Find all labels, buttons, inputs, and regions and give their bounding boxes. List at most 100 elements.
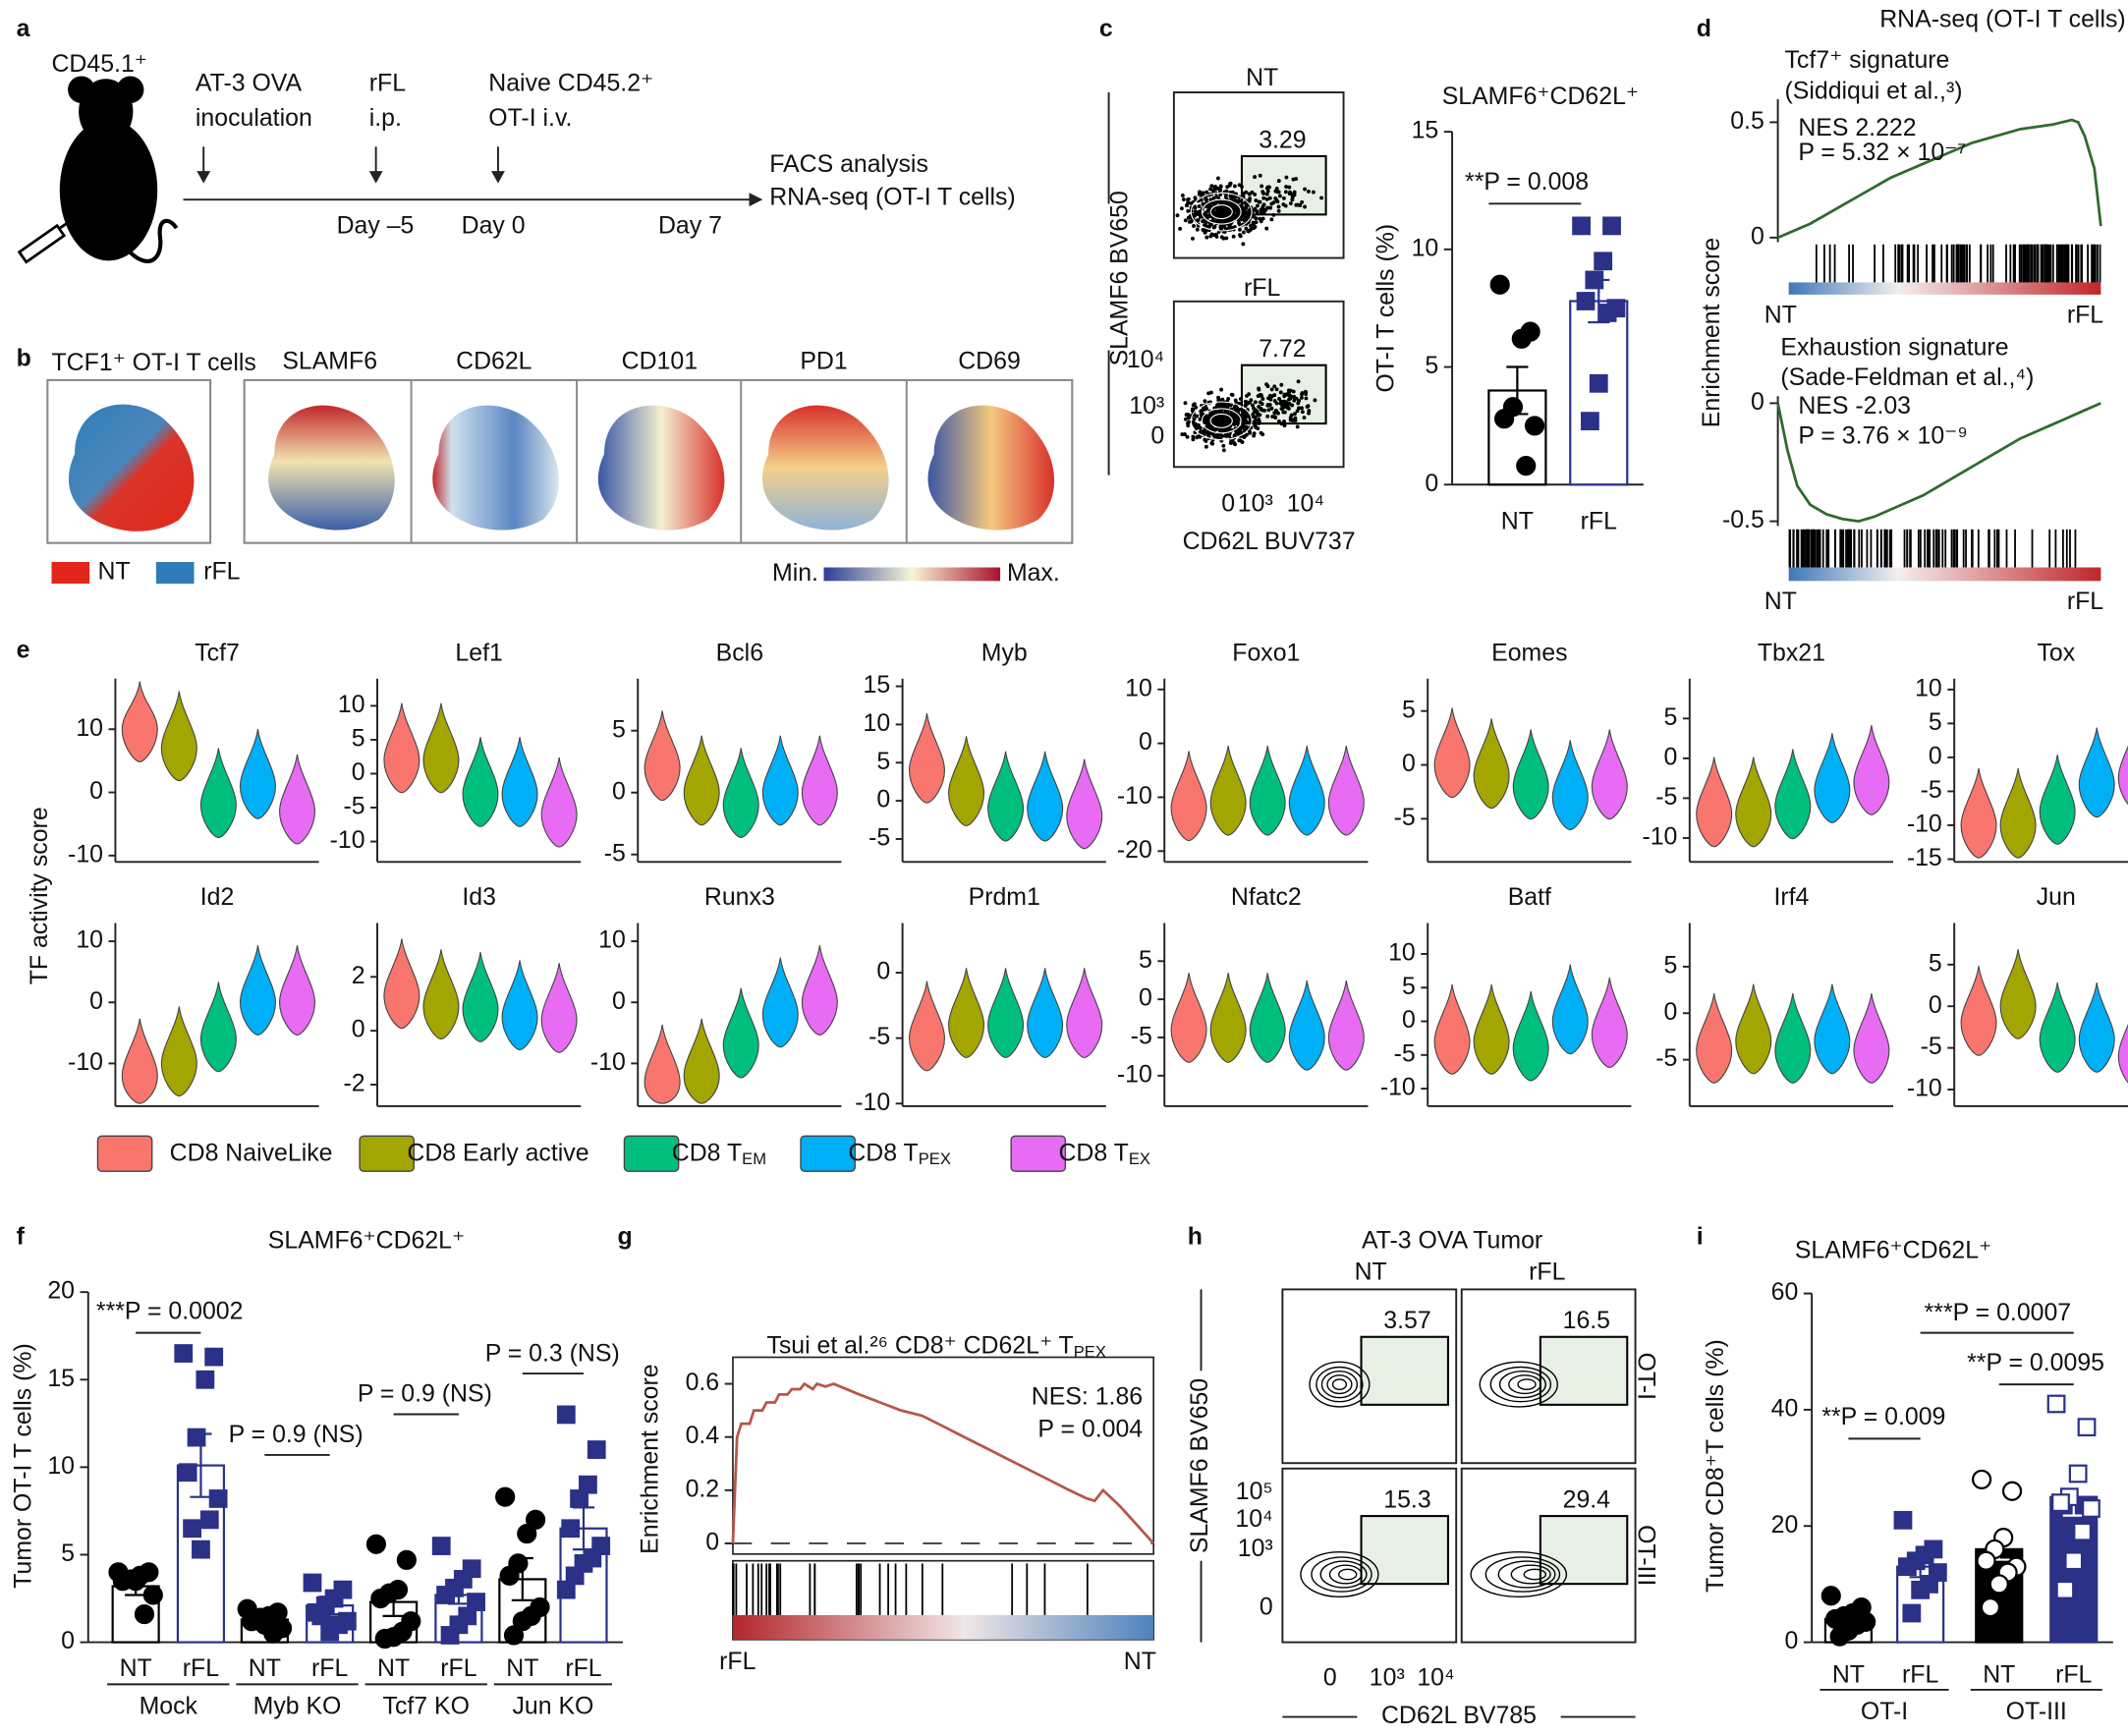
event-dot (1243, 418, 1248, 422)
y-tick-label: 0 (1929, 991, 1942, 1019)
legend-label-sub: PEX (919, 1150, 951, 1169)
rank-gradient (1788, 282, 2101, 295)
y-tick-label: 0 (1425, 470, 1438, 497)
y-tick-label: -15 (1907, 844, 1942, 871)
event-dot (1221, 211, 1226, 216)
panel-label: f (17, 1222, 26, 1250)
event-dot (1260, 402, 1264, 407)
contour (1311, 1556, 1372, 1593)
event-dot (1253, 415, 1258, 420)
event-dot (1279, 421, 1284, 426)
y-tick-label: 0 (1139, 728, 1152, 756)
event-dot (1225, 185, 1230, 190)
y-tick-label: -5 (1921, 776, 1942, 804)
panel-title: Id3 (462, 883, 496, 911)
data-point (561, 1519, 581, 1539)
legend-label-main: CD8 T (1058, 1139, 1128, 1166)
x-tick-label: NT (506, 1654, 538, 1682)
event-dot (1265, 185, 1270, 190)
data-point (1516, 456, 1537, 476)
event-dot (1271, 212, 1276, 217)
violin (1288, 745, 1325, 836)
panel-title: Tox (2037, 639, 2075, 666)
event-dot (1212, 224, 1217, 229)
violin (1066, 758, 1103, 850)
significance-label: **P = 0.009 (1821, 1403, 1945, 1430)
y-tick-label: 0 (612, 987, 626, 1015)
event-dot (1202, 407, 1206, 412)
data-point (1585, 270, 1604, 290)
y-tick-label: 5 (352, 725, 365, 753)
event-dot (1260, 205, 1265, 210)
panel-title: Myb (981, 639, 1028, 666)
event-dot (1209, 410, 1214, 415)
event-dot (1268, 205, 1273, 210)
event-dot (1201, 191, 1205, 196)
event-dot (1296, 379, 1301, 384)
y-axis-label: SLAMF6 BV650 (1106, 191, 1134, 365)
contour (1510, 1564, 1551, 1585)
y-tick-label: 10³ (1238, 1535, 1273, 1562)
significance-label: **P = 0.0095 (1967, 1349, 2104, 1376)
event-dot (1228, 441, 1233, 445)
data-point (1829, 1626, 1850, 1647)
violin (462, 952, 499, 1042)
event-dot (1284, 175, 1289, 180)
event-dot (1253, 175, 1258, 180)
violin (1960, 767, 1997, 859)
event-dot (1247, 192, 1252, 196)
event-dot (1191, 236, 1195, 241)
panel-label: g (618, 1222, 633, 1250)
y-tick-label: 0 (1929, 742, 1942, 769)
y-tick-label: 5 (1402, 973, 1416, 1000)
legend-swatch (155, 561, 195, 585)
y-tick-label: -5 (1655, 783, 1677, 811)
chart-title: SLAMF6⁺CD62L⁺ (268, 1227, 465, 1255)
event-dot (1241, 242, 1246, 247)
event-dot (1202, 223, 1206, 228)
violin (1551, 740, 1589, 831)
event-dot (1258, 393, 1262, 398)
step-label: Naive CD45.2⁺ (488, 69, 653, 96)
event-dot (1203, 399, 1207, 404)
event-dot (1255, 210, 1260, 215)
event-dot (1274, 387, 1279, 392)
contour (1209, 204, 1233, 220)
stat-label: P = 0.004 (1037, 1416, 1143, 1443)
event-dot (1220, 414, 1225, 419)
data-point (320, 1622, 340, 1642)
event-dot (1300, 392, 1304, 397)
event-dot (1223, 195, 1228, 199)
event-dot (1249, 398, 1254, 403)
y-tick-label: -10 (330, 826, 365, 854)
event-dot (1224, 209, 1229, 214)
event-dot (1289, 413, 1294, 418)
data-point (431, 1537, 451, 1555)
panel-label: c (1099, 15, 1113, 42)
event-dot (1307, 411, 1311, 416)
data-point (1893, 1510, 1913, 1530)
data-point (174, 1344, 194, 1363)
x-tick-label: 10⁴ (1287, 490, 1324, 518)
event-dot (1277, 419, 1281, 423)
event-dot (1244, 400, 1249, 405)
event-dot (1300, 406, 1304, 411)
violin (501, 960, 538, 1051)
y-tick-label: 60 (1771, 1278, 1799, 1306)
violin (908, 712, 945, 804)
contour (1190, 192, 1253, 232)
x-tick-label: NT (1983, 1661, 2015, 1689)
data-point (436, 1586, 456, 1604)
event-dot (1265, 414, 1270, 419)
gate (1360, 1515, 1449, 1586)
event-dot (1295, 409, 1300, 414)
signature-label: (Sade-Feldman et al.,⁴) (1780, 364, 2034, 391)
y-tick-label: 15 (864, 671, 891, 699)
violin (1853, 725, 1890, 815)
x-tick-label: 10³ (1238, 490, 1273, 518)
violin (948, 968, 985, 1059)
contour (1497, 1560, 1556, 1589)
y-tick-label: 0 (1784, 1627, 1798, 1654)
y-tick-label: 10 (1125, 674, 1152, 701)
event-dot (1186, 197, 1190, 202)
